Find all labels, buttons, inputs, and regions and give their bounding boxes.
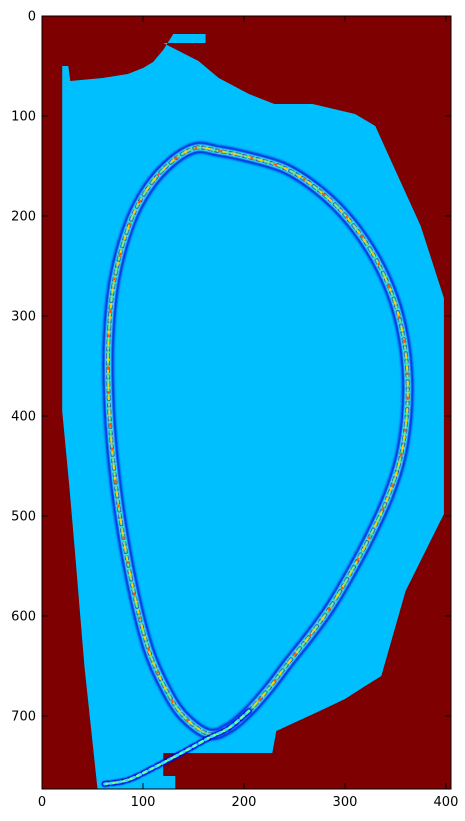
ring-green-speckle — [106, 146, 410, 736]
y-tick-label: 400 — [11, 410, 36, 425]
x-tick-label: 100 — [131, 795, 156, 810]
plasma-ring — [101, 142, 414, 787]
y-tick-label: 500 — [11, 510, 36, 525]
y-tick-label: 100 — [11, 110, 36, 125]
y-tick-label: 600 — [11, 610, 36, 625]
x-tick-label: 200 — [232, 795, 257, 810]
x-tick-label: 0 — [38, 795, 46, 810]
x-tick-label: 300 — [333, 795, 358, 810]
x-tick-label: 400 — [434, 795, 459, 810]
y-tick-label: 300 — [11, 310, 36, 325]
y-tick-label: 0 — [28, 10, 36, 25]
leg-green-speckle — [103, 710, 250, 785]
y-axis: 0 100 200 300 400 500 600 700 — [11, 10, 451, 725]
x-axis: 0 100 200 300 400 — [38, 16, 459, 810]
y-tick-label: 700 — [11, 710, 36, 725]
plot-frame — [41, 15, 452, 790]
y-tick-label: 200 — [11, 210, 36, 225]
